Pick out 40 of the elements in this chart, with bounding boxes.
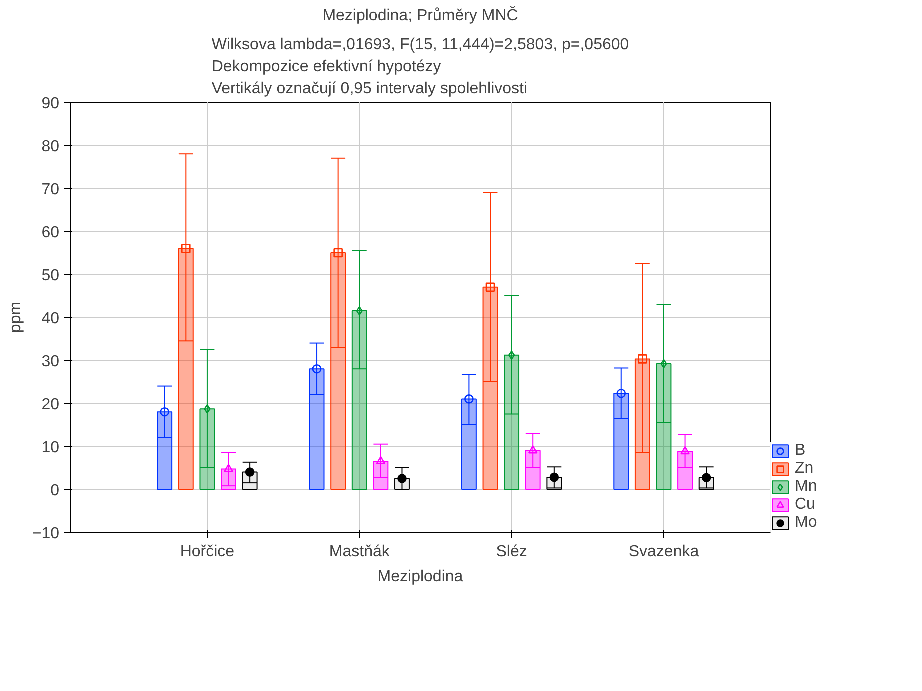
x-tick-label: Hořčice [180,544,235,560]
x-tick-label: Mastňák [329,544,391,560]
bar [178,248,194,490]
bar [309,368,325,490]
y-tick-label: 10 [42,440,60,456]
x-axis-title: Meziplodina [378,568,464,586]
bar [461,398,477,490]
bar [614,393,630,490]
y-tick-label: 70 [42,182,60,198]
legend-label: Cu [795,496,816,514]
y-tick-label: 60 [42,224,60,242]
bar [330,252,346,490]
chart-title: Meziplodina; Průměry MNČ [322,6,518,24]
bar [656,363,672,490]
bar [373,461,389,490]
y-axis-title: ppm [7,302,24,334]
bar [482,286,498,490]
y-tick-label: 50 [42,268,60,284]
bar [157,412,173,490]
bar [504,354,520,490]
y-tick-label: 0 [50,482,60,500]
chart-subtitle: Wilksova lambda=,01693, F(15, 11,444)=2,5803, p=,05600 Dekompozice efektivní hypotézy Vertikály označují 0,95 intervaly spolehlivosti [212,36,630,98]
y-tick-label: −10 [32,526,60,542]
bar [200,408,216,490]
legend-label: Mn [795,478,818,496]
bar [221,468,236,490]
bar [352,310,368,490]
legend-label: B [795,442,807,460]
y-tick-label: 20 [42,396,60,414]
y-tick-label: 30 [42,354,60,370]
x-tick-label: Sléz [496,544,528,560]
y-tick-label: 90 [42,96,60,112]
y-tick-label: 40 [42,310,60,328]
y-tick-label: 80 [42,138,60,156]
bar [634,358,650,490]
bar [678,451,694,490]
legend-label: Zn [795,460,815,478]
legend-label: Mo [795,514,818,532]
x-tick-label: Svazenka [628,544,700,560]
bar [525,450,541,490]
